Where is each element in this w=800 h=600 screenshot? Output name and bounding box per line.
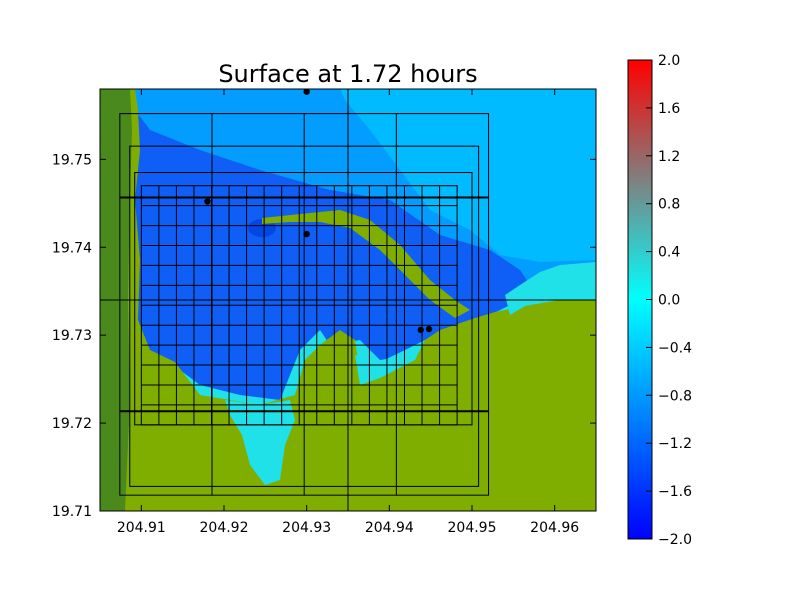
colorbar-tick-label: −0.8 xyxy=(658,388,692,404)
colorbar-ticks: 2.0 1.6 1.2 0.8 0.4 0.0 −0.4 −0.8 −1.2 −1.6 −2.0 xyxy=(646,53,692,548)
y-tick-label: 19.73 xyxy=(52,328,92,344)
x-axis: 204.91 204.92 204.93 204.94 204.95 204.96 xyxy=(117,89,579,536)
colorbar-tick-label: −0.4 xyxy=(658,340,692,356)
gauge-point xyxy=(425,325,433,333)
gauge-point xyxy=(417,326,424,334)
colorbar-tick-label: 0.0 xyxy=(658,293,680,309)
outer-water-region xyxy=(340,89,596,262)
peninsula-land xyxy=(262,210,470,318)
x-tick-label: 204.91 xyxy=(117,520,166,536)
y-tick-label: 19.75 xyxy=(52,152,92,168)
colorbar-tick-label: 2.0 xyxy=(658,53,680,69)
y-tick-label: 19.72 xyxy=(52,416,92,432)
colorbar-tick-label: 0.8 xyxy=(658,197,680,213)
x-tick-label: 204.95 xyxy=(448,520,497,536)
harbor-water xyxy=(355,340,425,385)
colorbar-tick-label: −2.0 xyxy=(658,532,692,548)
chart-title: Surface at 1.72 hours xyxy=(218,60,477,88)
colorbar-tick-label: −1.6 xyxy=(658,484,692,500)
amr-grid-patches xyxy=(100,89,596,511)
coast-water xyxy=(505,262,596,315)
colorbar: 2.0 1.6 1.2 0.8 0.4 0.0 −0.4 −0.8 −1.2 −1.6 −2.0 xyxy=(627,53,692,548)
colorbar-tick-label: 0.4 xyxy=(658,245,680,261)
colorbar-tick-label: 1.6 xyxy=(658,101,680,117)
colorbar-tick-label: 1.2 xyxy=(658,149,680,165)
x-tick-label: 204.92 xyxy=(200,520,249,536)
x-tick-label: 204.96 xyxy=(530,520,579,536)
y-tick-label: 19.71 xyxy=(52,504,92,520)
y-tick-label: 19.74 xyxy=(52,240,92,256)
colorbar-tick-label: −1.2 xyxy=(658,436,692,452)
gauge-point xyxy=(204,198,211,205)
x-tick-label: 204.93 xyxy=(282,520,331,536)
gauge-markers xyxy=(204,88,433,334)
heatmap-surface xyxy=(100,89,596,511)
inlet-water xyxy=(225,400,295,485)
gauge-point xyxy=(303,230,310,238)
plot-frame xyxy=(99,88,597,512)
y-axis: 19.71 19.72 19.73 19.74 19.75 xyxy=(52,152,596,520)
x-tick-label: 204.94 xyxy=(365,520,414,536)
